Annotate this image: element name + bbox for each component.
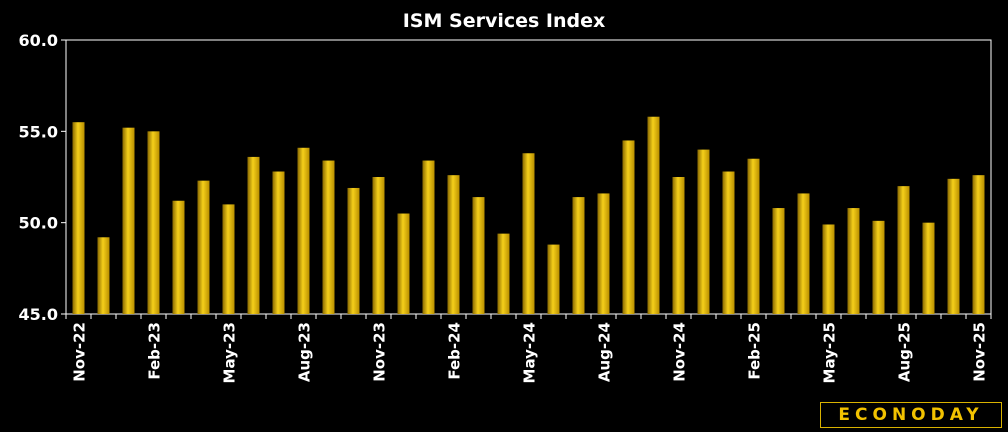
bar-oct-23: [347, 187, 360, 314]
bar-nov-23: [372, 177, 385, 314]
bar-apr-23: [197, 180, 210, 314]
bar-aug-25: [897, 186, 910, 314]
x-tick-label: Aug-25: [896, 322, 914, 382]
y-axis: 45.0 50.0 55.0 60.0: [19, 31, 66, 324]
x-tick-label: Feb-23: [146, 322, 164, 380]
chart-title: ISM Services Index: [403, 10, 606, 32]
x-tick-label: Aug-23: [296, 322, 314, 382]
bar-nov-25: [972, 175, 985, 314]
bar-jan-25: [722, 171, 735, 314]
bar-mar-25: [772, 208, 785, 314]
x-tick-label: Nov-25: [971, 322, 989, 382]
bar-may-23: [222, 204, 235, 314]
x-axis: Nov-22 Feb-23 May-23 Aug-23 Nov-23 Feb-24 May-…: [65, 314, 992, 383]
bar-jul-24: [572, 197, 585, 314]
x-tick-label: Nov-22: [71, 322, 89, 382]
bar-apr-24: [497, 233, 510, 314]
x-tick-label: Aug-24: [596, 322, 614, 382]
x-tick-label: Nov-24: [671, 322, 689, 382]
bar-feb-25: [747, 158, 760, 314]
bar-oct-24: [647, 116, 660, 314]
bar-nov-22: [72, 122, 85, 314]
y-tick-label: 50.0: [19, 214, 58, 233]
x-tick-label: May-23: [221, 322, 239, 383]
brand-label: ECONODAY: [838, 405, 984, 425]
x-tick-label: May-25: [821, 322, 839, 383]
bar-aug-23: [297, 147, 310, 314]
bar-jul-23: [272, 171, 285, 314]
bar-sep-23: [322, 160, 335, 314]
bar-dec-23: [397, 213, 410, 314]
bar-feb-24: [447, 175, 460, 314]
bar-dec-22: [97, 237, 110, 314]
bar-mar-24: [472, 197, 485, 314]
x-tick-label: Nov-23: [371, 322, 389, 382]
bar-jun-24: [547, 244, 560, 314]
bar-nov-24: [672, 177, 685, 314]
bar-jul-25: [872, 220, 885, 314]
y-tick-label: 45.0: [19, 305, 58, 324]
bar-apr-25: [797, 193, 810, 314]
bar-oct-25: [947, 178, 960, 314]
y-tick-label: 60.0: [19, 31, 58, 50]
bar-sep-25: [922, 222, 935, 314]
bar-may-24: [522, 153, 535, 314]
bar-jun-23: [247, 156, 260, 314]
bar-may-25: [822, 224, 835, 314]
bar-dec-24: [697, 149, 710, 314]
bar-jan-23: [122, 127, 135, 315]
bar-mar-23: [172, 200, 185, 314]
bar-sep-24: [622, 140, 635, 314]
y-tick-label: 55.0: [19, 122, 58, 141]
x-tick-label: Feb-24: [446, 322, 464, 380]
econoday-logo: ECONODAY: [820, 402, 1002, 428]
x-tick-label: Feb-25: [746, 322, 764, 380]
x-tick-label: May-24: [521, 322, 539, 383]
bar-feb-23: [147, 131, 160, 314]
bar-jan-24: [422, 160, 435, 314]
bar-series: [72, 116, 985, 315]
bar-aug-24: [597, 193, 610, 314]
bar-jun-25: [847, 208, 860, 314]
